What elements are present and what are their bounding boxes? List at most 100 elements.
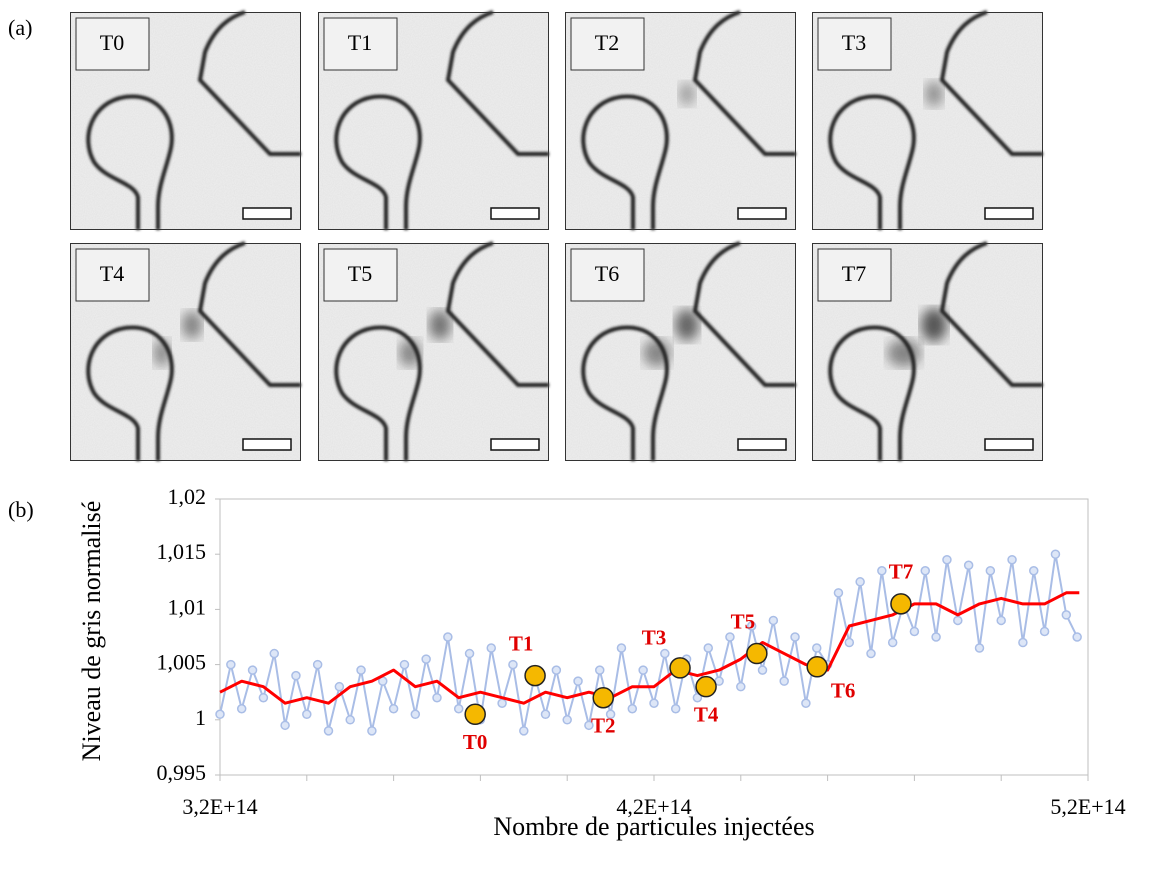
series-point	[432, 692, 442, 703]
series-point	[996, 615, 1006, 626]
pad-edge	[581, 94, 669, 230]
series-point	[866, 648, 876, 659]
series-point	[269, 648, 279, 659]
series-point	[453, 704, 464, 714]
highlight-point	[695, 675, 717, 698]
y-tick-label: 1,02	[168, 484, 207, 509]
series-point	[258, 692, 269, 703]
series-point	[215, 709, 225, 720]
series-point	[410, 709, 421, 720]
series-point	[931, 632, 941, 642]
y-tick-label: 0,995	[157, 760, 207, 785]
pad-edge	[828, 94, 916, 230]
series-point	[1072, 632, 1082, 642]
edges	[581, 241, 796, 461]
series-point	[616, 643, 627, 653]
series-point	[1029, 566, 1039, 576]
edges	[828, 10, 1043, 230]
frame-label: T3	[842, 30, 866, 55]
dark-spot	[643, 339, 671, 367]
dark-spot	[182, 311, 202, 339]
series-point	[508, 659, 518, 670]
label-box	[323, 17, 398, 71]
series-point	[627, 704, 638, 714]
chart: 0,995 1 1,005 1,01 1,015 1,02 3,2E+14 4,2E+14 5,…	[77, 484, 1126, 841]
electrode-edge	[445, 241, 549, 387]
series-point	[443, 632, 453, 642]
series-point	[887, 637, 898, 648]
micrograph: T3	[812, 10, 1043, 230]
label-box	[570, 17, 645, 71]
image-border	[318, 12, 549, 230]
series-point	[909, 626, 920, 637]
series-point	[942, 554, 952, 565]
y-axis-label: Niveau de gris normalisé	[77, 501, 106, 762]
scale-bar	[490, 438, 540, 451]
panel-label: (a)	[8, 15, 32, 40]
dark-spot	[679, 82, 695, 106]
series-point	[812, 643, 822, 653]
panel-label: (b)	[8, 497, 34, 522]
edges	[828, 241, 1043, 461]
frame-label: T4	[100, 261, 124, 286]
dark-spot	[429, 310, 451, 340]
pad-edge	[86, 94, 174, 230]
series-point	[801, 698, 811, 708]
series-point	[312, 659, 323, 670]
series-point	[226, 659, 236, 670]
series-point	[963, 560, 974, 570]
series-point	[855, 577, 865, 587]
series-point	[692, 692, 703, 703]
micrograph: T5	[318, 241, 549, 461]
series-point	[953, 615, 963, 626]
electrode-edge	[692, 10, 796, 156]
micrograph: T4	[70, 241, 301, 461]
label-box	[817, 248, 892, 302]
highlight-point	[890, 593, 912, 615]
frame-label: T5	[348, 261, 372, 286]
image-border	[812, 243, 1043, 461]
series-point	[562, 715, 572, 725]
pad-edge	[86, 325, 174, 461]
series-point	[334, 681, 345, 692]
series-point	[844, 637, 855, 648]
x-axis-label: Nombre de particules injectées	[493, 812, 814, 841]
series-point	[388, 704, 399, 714]
highlight-point	[669, 657, 691, 679]
frame-label: T1	[348, 30, 372, 55]
label-box	[817, 17, 892, 71]
electrode-edge	[197, 241, 301, 387]
edges	[86, 241, 301, 461]
pad-edge	[334, 325, 422, 461]
image-grid: T0 T1 T2 T3 T4 T5 T6 T7	[70, 10, 1043, 461]
series-point	[605, 709, 616, 720]
electrode-edge	[197, 10, 301, 156]
image-border	[70, 12, 301, 230]
series-point	[247, 665, 258, 675]
series-point	[1018, 637, 1028, 648]
dark-spot	[675, 309, 699, 341]
highlight-label: T6	[831, 679, 856, 703]
highlight-point	[746, 642, 768, 665]
y-tick-label: 1,01	[168, 594, 207, 619]
scale-bar	[242, 438, 292, 451]
highlight-point	[806, 656, 828, 678]
micrograph: T6	[565, 241, 796, 461]
image-border	[565, 12, 796, 230]
label-box	[75, 248, 150, 302]
micrograph: T1	[318, 10, 549, 230]
image-border	[812, 12, 1043, 230]
highlight-point	[464, 703, 486, 726]
series-point	[573, 676, 583, 686]
series-point	[519, 726, 529, 736]
series-point	[974, 643, 985, 653]
series-point	[725, 632, 735, 642]
image-border	[318, 243, 549, 461]
y-tick-label: 1,005	[157, 650, 207, 675]
series-point	[660, 648, 670, 659]
series-point	[1061, 610, 1072, 620]
series-point	[584, 720, 594, 731]
series-point	[790, 632, 800, 642]
scale-bar	[984, 207, 1034, 220]
series-point	[302, 709, 312, 720]
